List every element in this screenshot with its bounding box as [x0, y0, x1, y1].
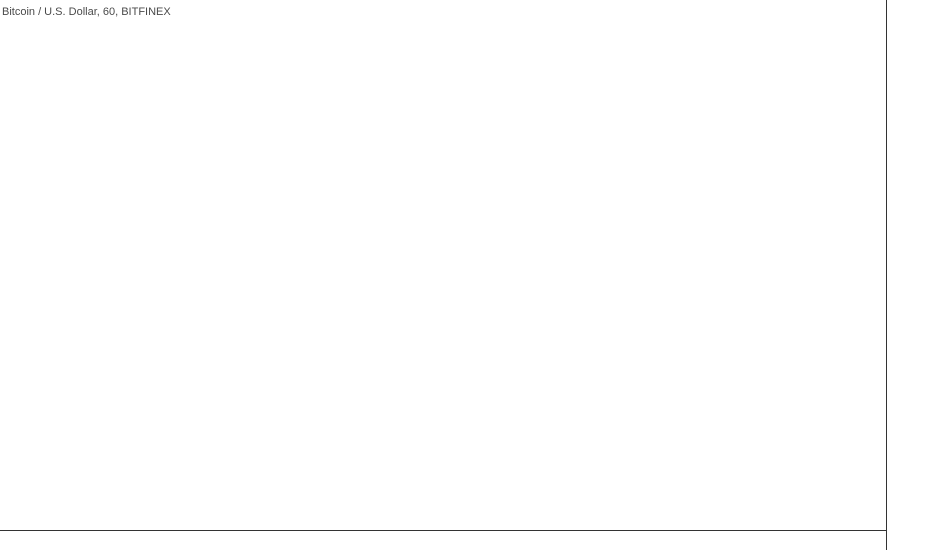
chart-title: Bitcoin / U.S. Dollar, 60, BITFINEX [2, 6, 171, 18]
